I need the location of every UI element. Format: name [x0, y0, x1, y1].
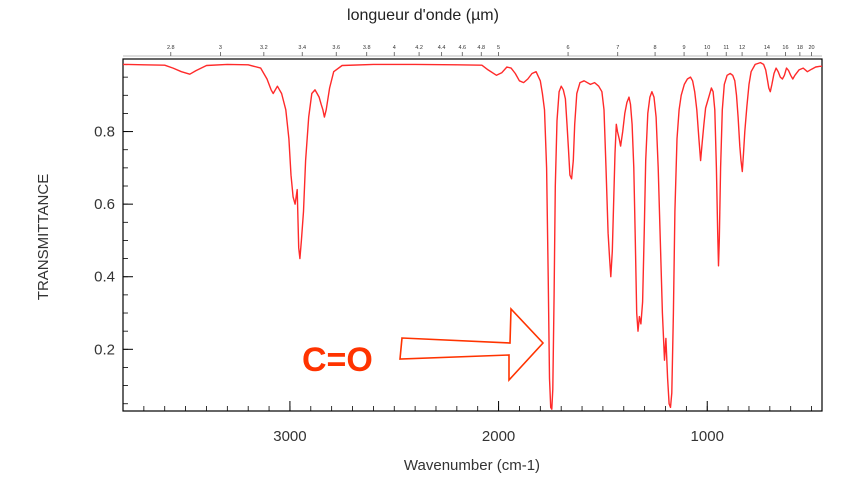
top-axis-tick-label: 6	[567, 45, 570, 51]
top-axis-tick-label: 9	[683, 45, 686, 51]
chart-title: longueur d'onde (µm)	[347, 7, 499, 24]
annotation-label: C=O	[302, 341, 373, 379]
top-axis-tick-label: 4.6	[458, 45, 466, 51]
top-axis-tick-label: 3.2	[260, 45, 268, 51]
top-axis-tick-label: 2.8	[167, 45, 175, 51]
top-axis-tick-label: 3.4	[298, 45, 306, 51]
y-tick-label: 0.6	[94, 196, 115, 213]
top-axis-tick-label: 20	[809, 45, 815, 51]
y-tick-label: 0.2	[94, 341, 115, 358]
x-tick-label: 2000	[482, 428, 515, 445]
top-axis-tick-label: 4.8	[477, 45, 485, 51]
top-axis-tick-label: 3	[219, 45, 222, 51]
top-axis-tick-label: 16	[782, 45, 788, 51]
x-axis: 3000 2000 1000	[273, 401, 724, 445]
top-axis-tick-label: 3.8	[363, 45, 371, 51]
top-axis-tick-label: 7	[616, 45, 619, 51]
y-axis: 0.2 0.4 0.6 0.8	[94, 124, 133, 358]
top-axis-tick-label: 12	[739, 45, 745, 51]
top-axis-tick-label: 18	[797, 45, 803, 51]
annotation-arrow	[399, 307, 545, 383]
top-axis-tick-label: 10	[704, 45, 710, 51]
y-tick-label: 0.8	[94, 124, 115, 141]
top-axis-tick-label: 14	[764, 45, 770, 51]
x-axis-label: Wavenumber (cm-1)	[404, 457, 540, 474]
top-axis-tick-label: 3.6	[332, 45, 340, 51]
x-tick-label: 3000	[273, 428, 306, 445]
top-axis-tick-label: 11	[723, 45, 729, 51]
spectrum-series-line	[122, 61, 822, 410]
y-axis-label: TRANSMITTANCE	[35, 174, 52, 300]
minor-ticks	[123, 76, 812, 411]
top-axis-tick-label: 4.4	[438, 45, 446, 51]
top-axis-wavelength: 2.8 3 3.2 3.4 3.6 3.8 4 4.2 4.4 4.6 4.8 5 6 7 8 9 10 11 12…	[123, 45, 822, 57]
x-tick-label: 1000	[691, 428, 724, 445]
top-axis-tick-label: 5	[497, 45, 500, 51]
top-axis-tick-label: 4.2	[415, 45, 423, 51]
y-tick-label: 0.4	[94, 269, 115, 286]
top-axis-tick-label: 8	[654, 45, 657, 51]
top-axis-tick-label: 4	[393, 45, 396, 51]
carbonyl-annotation: C=O	[302, 307, 545, 383]
